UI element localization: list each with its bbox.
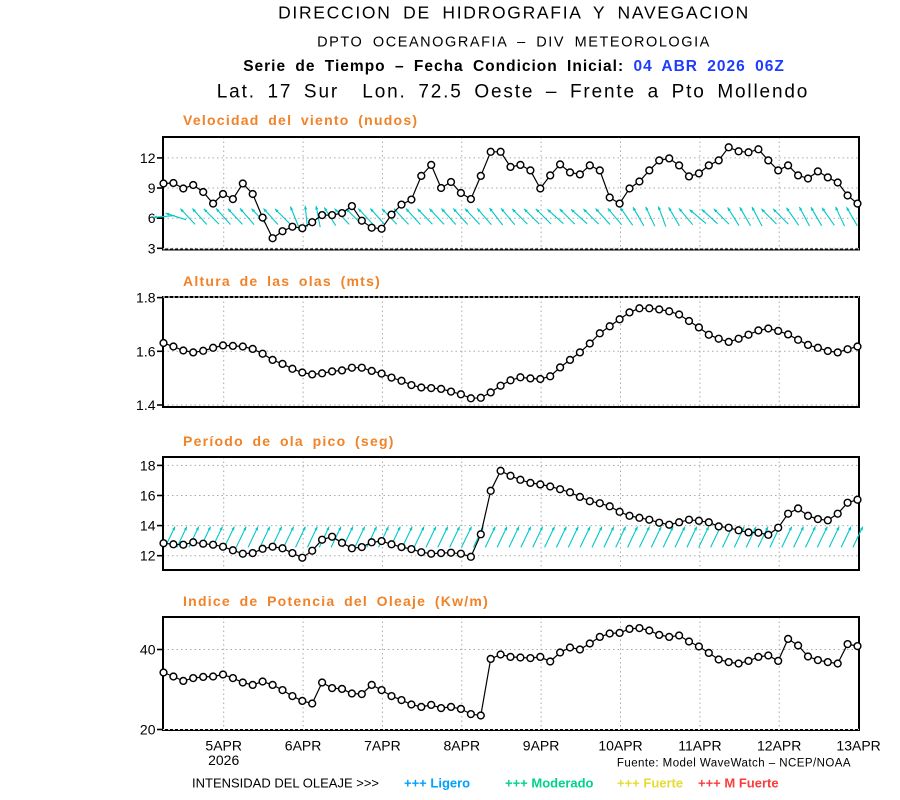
svg-text:1.8: 1.8 xyxy=(136,290,156,306)
svg-text:Velocidad del viento (nudos): Velocidad del viento (nudos) xyxy=(183,112,418,128)
svg-text:+++ Moderado: +++ Moderado xyxy=(505,776,594,791)
svg-text:1.4: 1.4 xyxy=(136,397,156,413)
svg-text:5APR: 5APR xyxy=(205,738,242,754)
svg-text:40: 40 xyxy=(140,642,156,658)
svg-text:6APR: 6APR xyxy=(285,738,322,754)
svg-text:Altura de las olas (mts): Altura de las olas (mts) xyxy=(183,273,381,289)
svg-text:Serie de Tiempo – Fecha Condic: Serie de Tiempo – Fecha Condicion Inicia… xyxy=(243,58,785,75)
svg-text:11APR: 11APR xyxy=(678,738,721,754)
svg-text:12APR: 12APR xyxy=(757,738,801,754)
svg-text:+++ M Fuerte: +++ M Fuerte xyxy=(698,776,779,791)
svg-text:16: 16 xyxy=(140,488,156,504)
svg-text:6: 6 xyxy=(148,210,156,226)
svg-text:DIRECCION DE HIDROGRAFIA Y NAV: DIRECCION DE HIDROGRAFIA Y NAVEGACION xyxy=(278,3,750,23)
svg-text:10APR: 10APR xyxy=(598,738,642,754)
svg-text:Lat. 17 Sur Lon. 72.5 Oeste –: Lat. 17 Sur Lon. 72.5 Oeste – Frente a P… xyxy=(217,82,809,103)
svg-text:Período de ola pico (seg): Período de ola pico (seg) xyxy=(183,433,395,449)
svg-text:+++ Ligero: +++ Ligero xyxy=(404,776,470,791)
svg-text:INTENSIDAD DEL OLEAJE >>>: INTENSIDAD DEL OLEAJE >>> xyxy=(192,776,379,791)
svg-text:Fuente: Model WaveWatch – NCEP: Fuente: Model WaveWatch – NCEP/NOAA xyxy=(617,758,851,770)
svg-text:12: 12 xyxy=(140,548,156,564)
svg-text:1.6: 1.6 xyxy=(136,343,156,359)
svg-text:13APR: 13APR xyxy=(836,738,880,754)
svg-text:14: 14 xyxy=(140,518,156,534)
svg-text:+++ Fuerte: +++ Fuerte xyxy=(617,776,683,791)
svg-text:3: 3 xyxy=(148,240,156,256)
svg-text:9: 9 xyxy=(148,180,156,196)
svg-text:2026: 2026 xyxy=(208,752,239,768)
svg-text:Indice de Potencia del Oleaje: Indice de Potencia del Oleaje (Kw/m) xyxy=(183,593,489,609)
svg-text:18: 18 xyxy=(140,457,156,473)
svg-text:8APR: 8APR xyxy=(444,738,481,754)
svg-text:7APR: 7APR xyxy=(364,738,401,754)
svg-text:DPTO OCEANOGRAFIA – DIV METEOR: DPTO OCEANOGRAFIA – DIV METEOROLOGIA xyxy=(317,35,711,51)
svg-text:20: 20 xyxy=(140,722,156,738)
svg-text:9APR: 9APR xyxy=(523,738,560,754)
svg-text:12: 12 xyxy=(140,150,156,166)
